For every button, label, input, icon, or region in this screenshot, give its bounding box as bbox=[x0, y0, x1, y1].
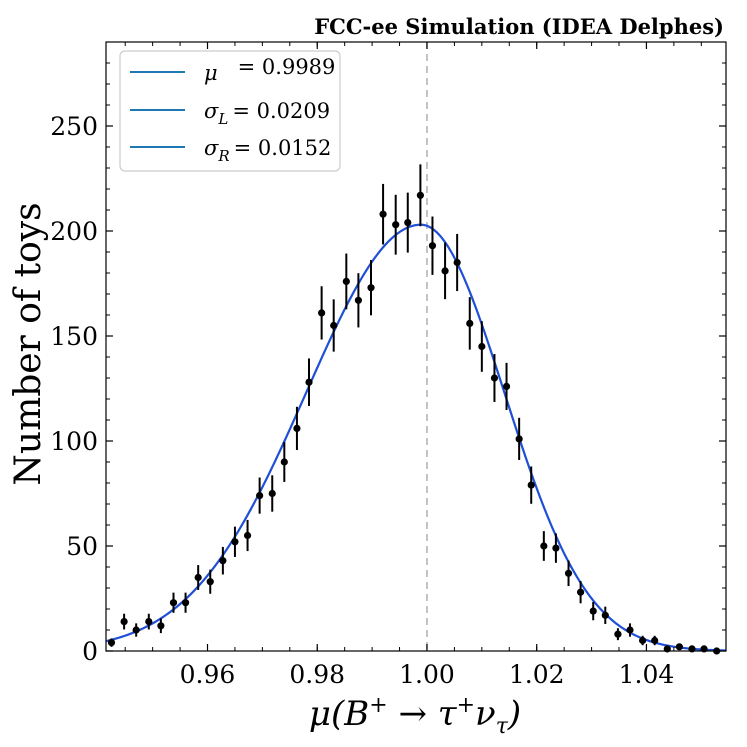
data-points-layer bbox=[107, 164, 721, 655]
x-tick-label: 1.02 bbox=[509, 660, 565, 689]
data-point bbox=[614, 630, 622, 638]
chart-header: FCC-ee Simulation (IDEA Delphes) bbox=[314, 14, 724, 39]
x-axis-label: μ(B+ → τ+ντ) bbox=[309, 693, 521, 739]
y-tick-label: 250 bbox=[50, 112, 98, 141]
y-tick-label: 100 bbox=[50, 427, 98, 456]
x-label-nu: ν bbox=[475, 694, 496, 734]
data-point bbox=[490, 374, 499, 382]
data-point bbox=[626, 626, 634, 634]
data-point bbox=[305, 378, 313, 386]
data-point bbox=[256, 492, 264, 500]
data-point bbox=[428, 242, 437, 250]
data-point bbox=[639, 636, 647, 645]
data-point bbox=[478, 342, 486, 351]
y-axis: 0 50 100 150 200 250 bbox=[50, 62, 726, 666]
data-point bbox=[379, 210, 387, 218]
legend-label-sigma-l: σL = 0.0209 bbox=[204, 99, 330, 128]
x-tick-label: 0.96 bbox=[180, 660, 236, 689]
data-point bbox=[515, 435, 523, 443]
legend-entry-mu: μ = 0.9989 bbox=[130, 55, 335, 85]
data-point bbox=[367, 284, 375, 292]
data-point bbox=[231, 538, 239, 546]
x-tick-label: 0.98 bbox=[289, 660, 345, 689]
data-point bbox=[552, 544, 560, 552]
y-tick-label: 150 bbox=[50, 322, 98, 351]
data-point bbox=[219, 557, 227, 565]
data-point bbox=[107, 639, 116, 647]
data-point bbox=[157, 622, 165, 630]
data-point bbox=[132, 626, 140, 634]
data-point bbox=[293, 424, 301, 432]
legend-entry-sigma-l: σL = 0.0209 bbox=[130, 99, 330, 128]
x-label-sup1: + bbox=[369, 693, 387, 718]
data-point bbox=[181, 599, 190, 607]
legend-entry-sigma-r: σR = 0.0152 bbox=[130, 136, 331, 165]
x-label-close: ) bbox=[507, 694, 521, 734]
data-point bbox=[651, 636, 659, 645]
data-point bbox=[601, 611, 609, 619]
legend-box bbox=[119, 50, 341, 172]
data-point bbox=[589, 607, 597, 615]
x-label-arrow: → τ bbox=[388, 694, 458, 734]
data-point bbox=[330, 321, 338, 330]
data-point bbox=[453, 258, 461, 267]
data-point bbox=[527, 481, 535, 489]
data-point bbox=[206, 578, 214, 586]
x-tick-label: 1.04 bbox=[619, 660, 675, 689]
data-point bbox=[342, 277, 350, 285]
plot-frame bbox=[105, 41, 727, 652]
legend-label-sigma-r: σR = 0.0152 bbox=[204, 136, 331, 165]
x-label-base: μ(B bbox=[309, 694, 369, 734]
data-point bbox=[441, 267, 449, 275]
x-label-sup2: + bbox=[457, 693, 475, 718]
legend: μ = 0.9989 σL = 0.0209 σR = 0.0152 bbox=[119, 50, 341, 172]
x-tick-label: 1.00 bbox=[399, 660, 455, 689]
data-point bbox=[280, 458, 288, 466]
data-point bbox=[404, 219, 412, 227]
data-point bbox=[268, 489, 276, 498]
x-label-sub: τ bbox=[496, 714, 509, 739]
y-tick-label: 50 bbox=[66, 532, 98, 561]
data-point bbox=[392, 221, 400, 229]
data-point bbox=[502, 382, 511, 390]
data-point bbox=[120, 618, 128, 626]
data-point bbox=[675, 643, 683, 651]
y-tick-label: 200 bbox=[50, 217, 98, 246]
data-point bbox=[194, 573, 202, 582]
data-point bbox=[318, 309, 326, 317]
data-point bbox=[540, 542, 548, 550]
x-axis: 0.96 0.98 1.00 1.02 1.04 bbox=[124, 42, 702, 689]
data-point bbox=[416, 191, 424, 199]
data-point bbox=[564, 569, 573, 577]
data-point bbox=[577, 588, 585, 596]
y-tick-label: 0 bbox=[82, 637, 98, 666]
data-point bbox=[243, 531, 252, 540]
data-point bbox=[354, 296, 362, 304]
y-axis-label: Number of toys bbox=[8, 202, 49, 485]
data-point bbox=[466, 319, 474, 327]
data-point bbox=[169, 599, 178, 607]
legend-label-mu: μ = 0.9989 bbox=[204, 55, 335, 85]
data-point bbox=[145, 618, 153, 626]
